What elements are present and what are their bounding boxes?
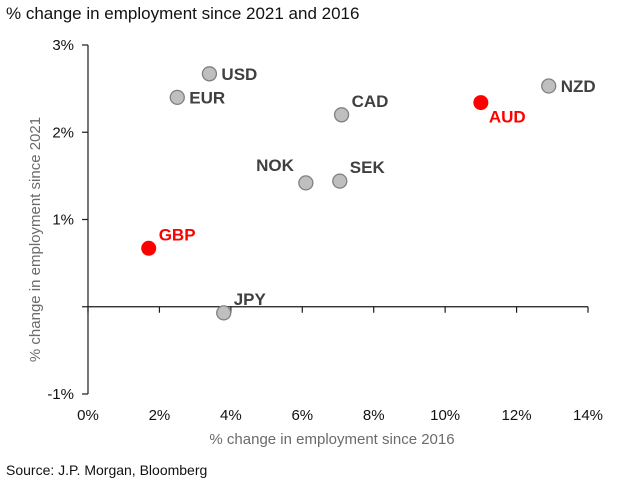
point-label-usd: USD: [221, 65, 257, 84]
y-tick-label: -1%: [47, 386, 74, 403]
point-label-cad: CAD: [352, 92, 389, 111]
point-sek: [332, 173, 348, 189]
point-nzd: [541, 78, 557, 94]
point-label-gbp: GBP: [159, 225, 196, 244]
y-tick-label: 2%: [52, 124, 74, 141]
point-aud: [473, 95, 489, 111]
axes: -1% 1% 2% 3% 0% 2% 4% 6% 8% 10% 12% 14% % change in …: [27, 37, 603, 448]
point-usd: [201, 66, 218, 82]
x-tick-label: 4%: [220, 407, 242, 424]
x-tick-label: 8%: [363, 407, 385, 424]
y-axis-title: % change in employment since 2021: [27, 117, 44, 362]
point-jpy: [216, 305, 232, 321]
x-tick-label: 14%: [573, 407, 603, 424]
data-points: USD EUR CAD NZD AUD NOK SEK GBP JPY: [141, 65, 596, 321]
x-tick-label: 6%: [291, 407, 313, 424]
x-tick-label: 2%: [149, 407, 171, 424]
point-label-sek: SEK: [350, 158, 386, 177]
x-axis-title: % change in employment since 2016: [209, 431, 454, 448]
point-cad: [333, 107, 350, 123]
x-tick-label: 12%: [502, 407, 532, 424]
y-tick-label: 3%: [52, 37, 74, 54]
chart-title: % change in employment since 2021 and 20…: [6, 4, 360, 23]
x-tick-label: 10%: [430, 407, 460, 424]
point-nok: [298, 175, 314, 191]
source-note: Source: J.P. Morgan, Bloomberg: [6, 462, 208, 478]
point-label-nok: NOK: [256, 156, 295, 175]
point-label-eur: EUR: [189, 88, 225, 107]
point-gbp: [141, 240, 157, 256]
y-tick-label: 1%: [52, 212, 74, 229]
point-label-nzd: NZD: [561, 77, 596, 96]
point-label-aud: AUD: [489, 108, 526, 127]
point-label-jpy: JPY: [234, 290, 267, 309]
x-tick-label: 0%: [77, 407, 99, 424]
point-eur: [169, 89, 185, 105]
